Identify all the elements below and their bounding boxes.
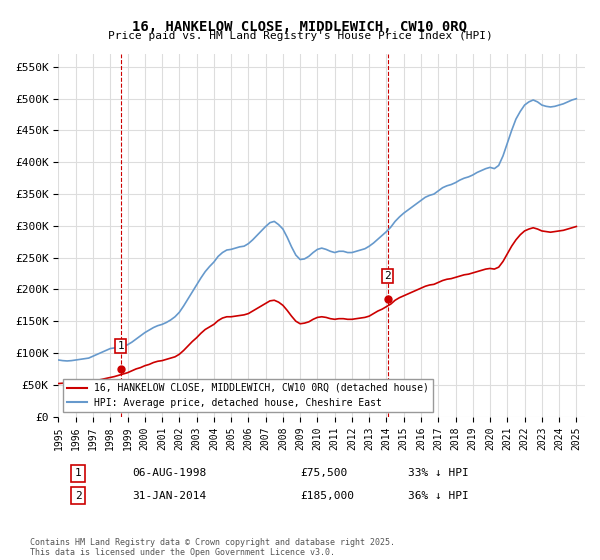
Text: 16, HANKELOW CLOSE, MIDDLEWICH, CW10 0RQ: 16, HANKELOW CLOSE, MIDDLEWICH, CW10 0RQ: [133, 20, 467, 34]
Text: 33% ↓ HPI: 33% ↓ HPI: [408, 468, 469, 478]
Text: 2: 2: [74, 491, 82, 501]
Text: £75,500: £75,500: [300, 468, 347, 478]
Text: 06-AUG-1998: 06-AUG-1998: [132, 468, 206, 478]
Text: 36% ↓ HPI: 36% ↓ HPI: [408, 491, 469, 501]
Text: Price paid vs. HM Land Registry's House Price Index (HPI): Price paid vs. HM Land Registry's House …: [107, 31, 493, 41]
Text: Contains HM Land Registry data © Crown copyright and database right 2025.
This d: Contains HM Land Registry data © Crown c…: [30, 538, 395, 557]
Text: £185,000: £185,000: [300, 491, 354, 501]
Text: 1: 1: [74, 468, 82, 478]
Text: 1: 1: [117, 341, 124, 351]
Text: 2: 2: [385, 271, 391, 281]
Text: 31-JAN-2014: 31-JAN-2014: [132, 491, 206, 501]
Legend: 16, HANKELOW CLOSE, MIDDLEWICH, CW10 0RQ (detached house), HPI: Average price, d: 16, HANKELOW CLOSE, MIDDLEWICH, CW10 0RQ…: [64, 379, 433, 412]
